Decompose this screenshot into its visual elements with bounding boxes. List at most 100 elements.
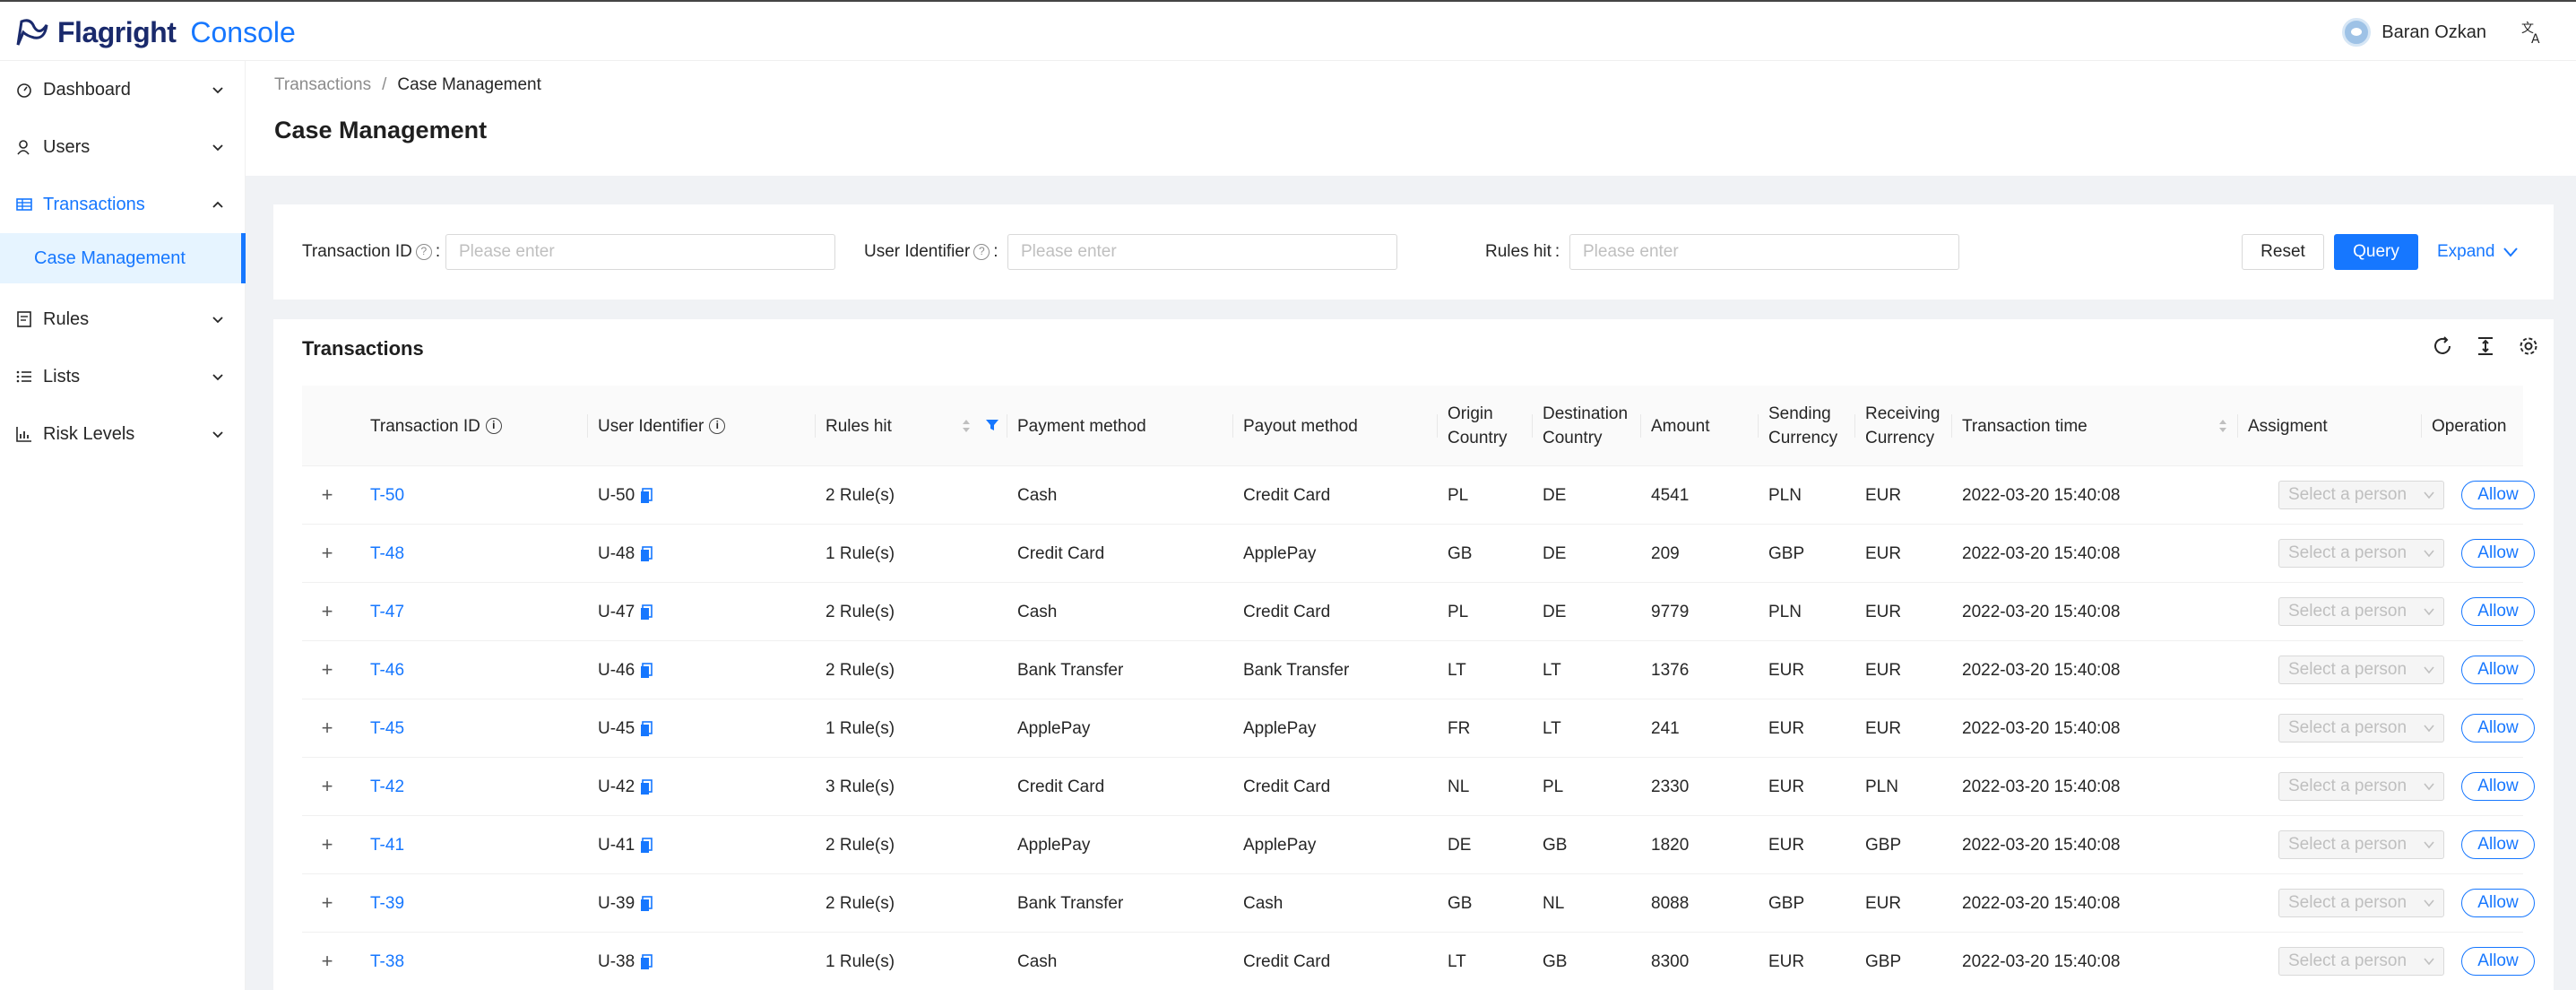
copy-icon[interactable]: [640, 837, 653, 854]
sort-icon[interactable]: [2218, 419, 2227, 433]
sending-currency-cell-text: PLN: [1768, 485, 1802, 505]
transaction-id-link[interactable]: T-50: [370, 466, 404, 525]
column-label: Currency: [1865, 429, 1935, 447]
expand-row-icon[interactable]: +: [321, 950, 333, 972]
transaction-id-link-text[interactable]: T-39: [370, 893, 405, 913]
query-button[interactable]: Query: [2334, 234, 2418, 270]
translate-icon[interactable]: 文 A: [2520, 20, 2546, 45]
column-height-icon[interactable]: [2475, 335, 2496, 357]
expand-row-icon[interactable]: +: [321, 600, 333, 622]
assignee-select-placeholder: Select a person: [2288, 602, 2407, 621]
payment-method-cell-text: Credit Card: [1017, 543, 1105, 563]
filter-icon[interactable]: [985, 418, 999, 432]
transaction-id-link-text[interactable]: T-48: [370, 543, 405, 563]
expand-toggle[interactable]: Expand: [2437, 234, 2519, 270]
copy-icon[interactable]: [640, 604, 653, 621]
allow-button[interactable]: Allow: [2461, 481, 2535, 509]
payment-method-cell: ApplePay: [1017, 699, 1090, 758]
expand-row-icon[interactable]: +: [321, 542, 333, 564]
transaction-id-link[interactable]: T-39: [370, 874, 404, 933]
allow-button[interactable]: Allow: [2461, 947, 2535, 976]
transaction-id-link-text[interactable]: T-47: [370, 602, 405, 621]
assignee-select[interactable]: Select a person: [2278, 772, 2444, 801]
assignee-select[interactable]: Select a person: [2278, 539, 2444, 568]
transaction-id-link-text[interactable]: T-46: [370, 660, 405, 680]
assignee-select[interactable]: Select a person: [2278, 656, 2444, 684]
expand-row-icon[interactable]: +: [321, 775, 333, 797]
assignee-select[interactable]: Select a person: [2278, 714, 2444, 742]
transaction-id-input[interactable]: Please enter: [445, 234, 835, 270]
expand-row-icon[interactable]: +: [321, 483, 333, 506]
settings-icon[interactable]: [2518, 335, 2539, 357]
expand-row-icon[interactable]: +: [321, 716, 333, 739]
column-label: Assigment: [2248, 416, 2328, 436]
rules-hit-cell-text: 2 Rule(s): [826, 485, 895, 505]
sort-icon[interactable]: [962, 419, 971, 433]
allow-button[interactable]: Allow: [2461, 597, 2535, 626]
rules-hit-cell: 2 Rule(s): [826, 874, 895, 933]
rules-icon: [17, 311, 31, 327]
payout-method-cell-text: ApplePay: [1243, 543, 1317, 563]
transaction-id-link[interactable]: T-42: [370, 758, 404, 816]
allow-button[interactable]: Allow: [2461, 539, 2535, 568]
copy-icon[interactable]: [640, 720, 653, 737]
expand-row-icon[interactable]: +: [321, 833, 333, 855]
user-identifier-input[interactable]: Please enter: [1007, 234, 1397, 270]
sidebar-item-dashboard[interactable]: Dashboard: [0, 61, 246, 118]
allow-button[interactable]: Allow: [2461, 714, 2535, 742]
rules-hit-input[interactable]: Please enter: [1569, 234, 1959, 270]
transaction-id-link-text[interactable]: T-41: [370, 835, 405, 855]
info-icon[interactable]: i: [485, 418, 502, 434]
sidebar-item-risk-levels[interactable]: Risk Levels: [0, 405, 246, 463]
sidebar-item-label: Dashboard: [43, 79, 131, 100]
user-menu[interactable]: Baran Ozkan: [2342, 18, 2486, 47]
sidebar-item-case-management[interactable]: Case Management: [0, 233, 246, 283]
expand-row-icon[interactable]: +: [321, 658, 333, 681]
assignee-select[interactable]: Select a person: [2278, 947, 2444, 976]
allow-button[interactable]: Allow: [2461, 889, 2535, 917]
copy-icon[interactable]: [640, 953, 653, 970]
sidebar-item-lists[interactable]: Lists: [0, 348, 246, 405]
transaction-id-link-text[interactable]: T-45: [370, 718, 405, 738]
reload-icon[interactable]: [2432, 335, 2453, 357]
logo[interactable]: Flagright Console: [14, 14, 296, 50]
transaction-id-link[interactable]: T-38: [370, 933, 404, 990]
transaction-id-link[interactable]: T-45: [370, 699, 404, 758]
copy-icon[interactable]: [640, 545, 653, 562]
copy-icon[interactable]: [640, 778, 653, 795]
transaction-id-link-text[interactable]: T-50: [370, 485, 405, 505]
transaction-id-link-text[interactable]: T-38: [370, 951, 405, 971]
allow-button[interactable]: Allow: [2461, 656, 2535, 684]
destination-country-cell: GB: [1543, 933, 1567, 990]
payment-method-cell: Credit Card: [1017, 758, 1104, 816]
sidebar-item-users[interactable]: Users: [0, 118, 246, 176]
allow-button[interactable]: Allow: [2461, 830, 2535, 859]
sidebar-item-transactions[interactable]: Transactions: [0, 176, 246, 233]
transaction-id-link-text[interactable]: T-42: [370, 777, 405, 796]
assignee-select[interactable]: Select a person: [2278, 889, 2444, 917]
assignee-select[interactable]: Select a person: [2278, 597, 2444, 626]
column-label: Country: [1543, 429, 1603, 447]
expand-row-icon[interactable]: +: [321, 891, 333, 914]
payment-method-cell: Cash: [1017, 583, 1057, 641]
copy-icon[interactable]: [640, 662, 653, 679]
assignee-select[interactable]: Select a person: [2278, 830, 2444, 859]
allow-button[interactable]: Allow: [2461, 772, 2535, 801]
copy-icon[interactable]: [640, 895, 653, 912]
reset-button[interactable]: Reset: [2242, 234, 2324, 270]
transaction-id-link[interactable]: T-47: [370, 583, 404, 641]
destination-country-cell: LT: [1543, 699, 1561, 758]
assignee-select[interactable]: Select a person: [2278, 481, 2444, 509]
column-label: Country: [1448, 429, 1508, 447]
info-icon[interactable]: i: [709, 418, 726, 434]
payout-method-cell: Credit Card: [1243, 933, 1330, 990]
transaction-id-link[interactable]: T-46: [370, 641, 404, 699]
chevron-down-icon: [212, 144, 223, 152]
copy-icon[interactable]: [640, 487, 653, 504]
sidebar-item-rules[interactable]: Rules: [0, 291, 246, 348]
transaction-id-link[interactable]: T-41: [370, 816, 404, 874]
breadcrumb-parent[interactable]: Transactions: [274, 75, 372, 94]
receiving-currency-cell: GBP: [1865, 816, 1901, 874]
transaction-id-link[interactable]: T-48: [370, 525, 404, 583]
user-id-cell-text: U-48: [598, 543, 635, 563]
